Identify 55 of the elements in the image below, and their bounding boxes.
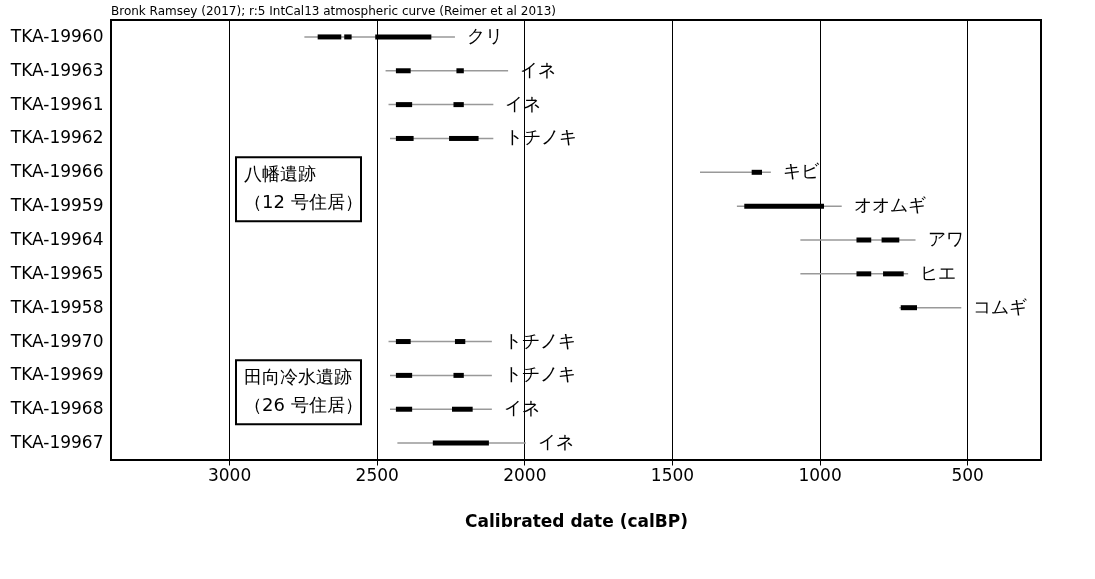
annotation: クリ (466, 24, 503, 46)
x-tick-label: 2000 (503, 464, 547, 485)
y-tick-label: TKA-19967 (9, 432, 104, 453)
annotation: コムギ (973, 295, 1028, 317)
y-tick-label: TKA-19959 (9, 195, 104, 216)
y-tick-label: TKA-19960 (9, 25, 104, 46)
y-tick-label: TKA-19968 (9, 398, 104, 419)
bar (317, 34, 342, 40)
bar (900, 305, 917, 311)
x-tick-label: 500 (951, 464, 984, 485)
y-tick-label: TKA-19958 (9, 296, 104, 317)
x-tick-label: 1000 (798, 464, 842, 485)
x-tick-label: 2500 (355, 464, 399, 485)
bar (395, 135, 414, 141)
bar (883, 271, 904, 277)
y-tick-label: TKA-19966 (9, 161, 104, 182)
annotation: 田向冷水遺跡 (244, 366, 352, 388)
x-tick-label: 3000 (207, 464, 252, 485)
bar (453, 102, 464, 108)
y-tick-label: TKA-19970 (9, 330, 104, 351)
annotation: トチノキ (505, 126, 578, 148)
bar (395, 372, 413, 378)
y-tick-label: TKA-19963 (9, 59, 104, 80)
annotation: イネ (505, 92, 542, 114)
y-tick-label: TKA-19961 (9, 93, 104, 114)
annotation: 八幡遺跡 (244, 163, 316, 185)
chart-title: Bronk Ramsey (2017); r:5 IntCal13 atmospheric curve (Reimer et al 2013) (111, 4, 556, 18)
x-axis-title: Calibrated date (calBP) (465, 510, 688, 531)
bar (395, 68, 411, 74)
bar (856, 271, 872, 277)
bar (344, 34, 352, 40)
y-tick-label: TKA-19969 (9, 364, 104, 385)
annotation: （26 号住居） (244, 394, 363, 416)
annotation: （12 号住居） (244, 191, 363, 213)
bar (395, 339, 411, 345)
bar (751, 169, 762, 175)
y-tick-label: TKA-19962 (9, 127, 104, 148)
bar (449, 135, 479, 141)
y-tick-label: TKA-19965 (9, 262, 104, 283)
annotation: オオムギ (853, 194, 926, 216)
annotation: ヒエ (920, 261, 957, 283)
bar (856, 237, 872, 243)
bar (395, 102, 413, 108)
annotation: アワ (927, 228, 964, 249)
annotation: キビ (782, 160, 820, 182)
bar (395, 406, 413, 412)
bar (454, 339, 466, 345)
bar (452, 406, 473, 412)
bar (453, 372, 464, 378)
bar (881, 237, 900, 243)
bar (432, 440, 489, 446)
annotation: イネ (537, 431, 574, 453)
y-tick-label: TKA-19964 (9, 229, 104, 249)
x-tick-label: 1500 (650, 464, 695, 485)
bar (456, 68, 464, 74)
